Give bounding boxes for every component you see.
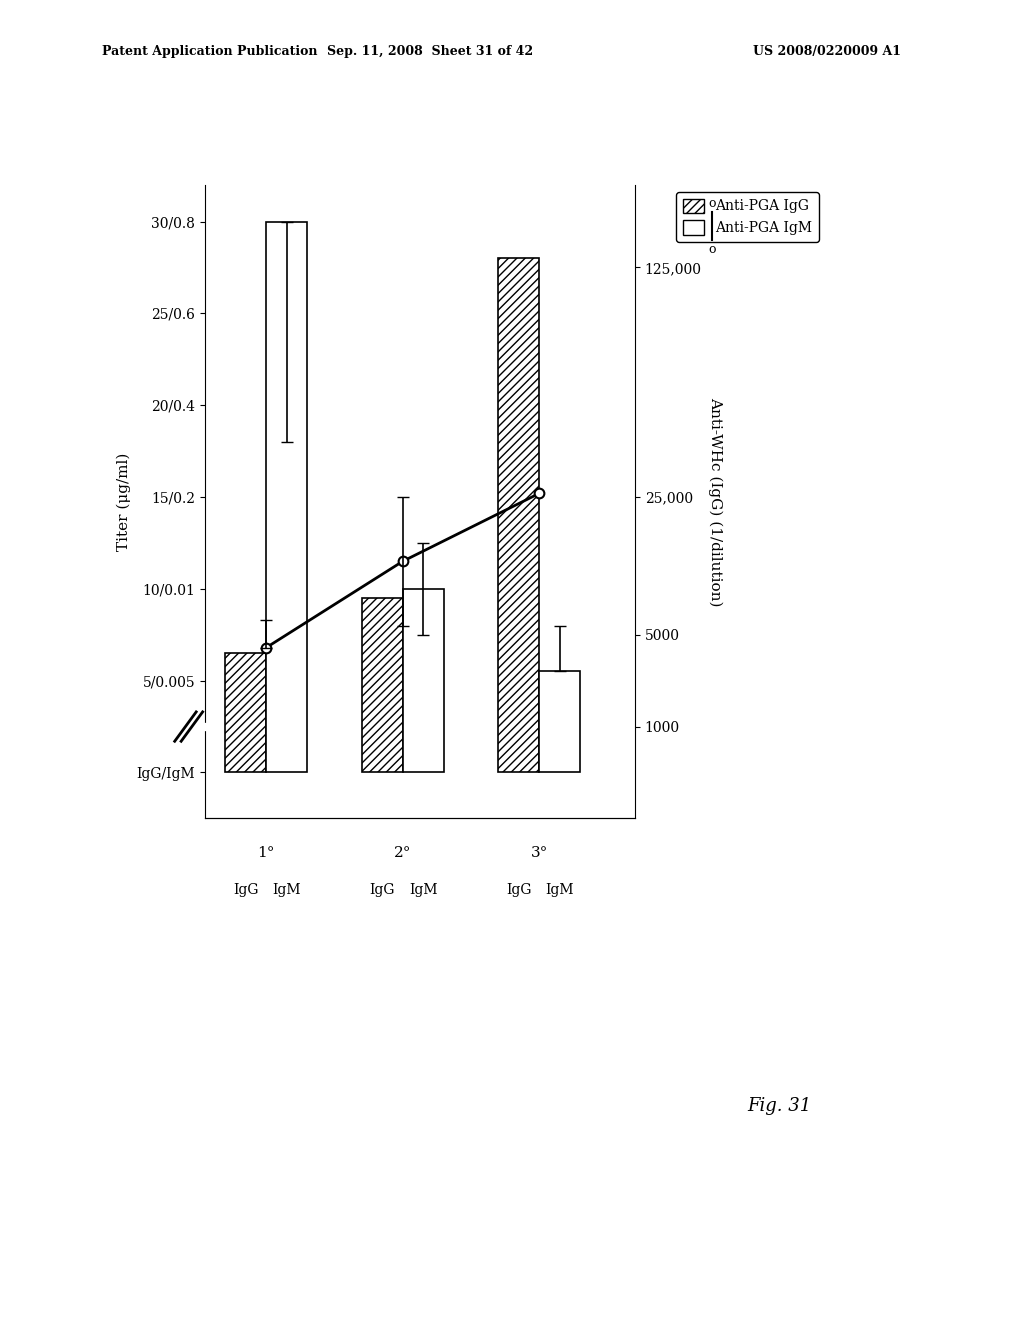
Text: Fig. 31: Fig. 31 (748, 1097, 812, 1115)
Bar (499, 259, 540, 772)
Text: IgM: IgM (272, 883, 301, 896)
Text: IgG: IgG (506, 883, 531, 896)
Bar (361, 598, 402, 772)
Text: 2°: 2° (394, 846, 412, 859)
Y-axis label: Titer (μg/ml): Titer (μg/ml) (117, 453, 131, 550)
Bar (540, 672, 581, 772)
Text: 3°: 3° (530, 846, 548, 859)
Text: IgM: IgM (409, 883, 437, 896)
Text: o: o (709, 243, 716, 256)
Bar (402, 589, 443, 772)
Bar (266, 222, 307, 772)
Text: IgM: IgM (546, 883, 574, 896)
Legend: Anti-PGA IgG, Anti-PGA IgM: Anti-PGA IgG, Anti-PGA IgM (676, 191, 819, 242)
Text: US 2008/0220009 A1: US 2008/0220009 A1 (753, 45, 901, 58)
Text: Sep. 11, 2008  Sheet 31 of 42: Sep. 11, 2008 Sheet 31 of 42 (327, 45, 534, 58)
Text: Patent Application Publication: Patent Application Publication (102, 45, 317, 58)
Text: 1°: 1° (257, 846, 275, 859)
Text: IgG: IgG (370, 883, 395, 896)
Bar (225, 653, 266, 772)
Text: IgG: IgG (233, 883, 258, 896)
Y-axis label: Anti-WHc (IgG) (1/dilution): Anti-WHc (IgG) (1/dilution) (708, 397, 723, 606)
Text: o: o (709, 197, 716, 210)
